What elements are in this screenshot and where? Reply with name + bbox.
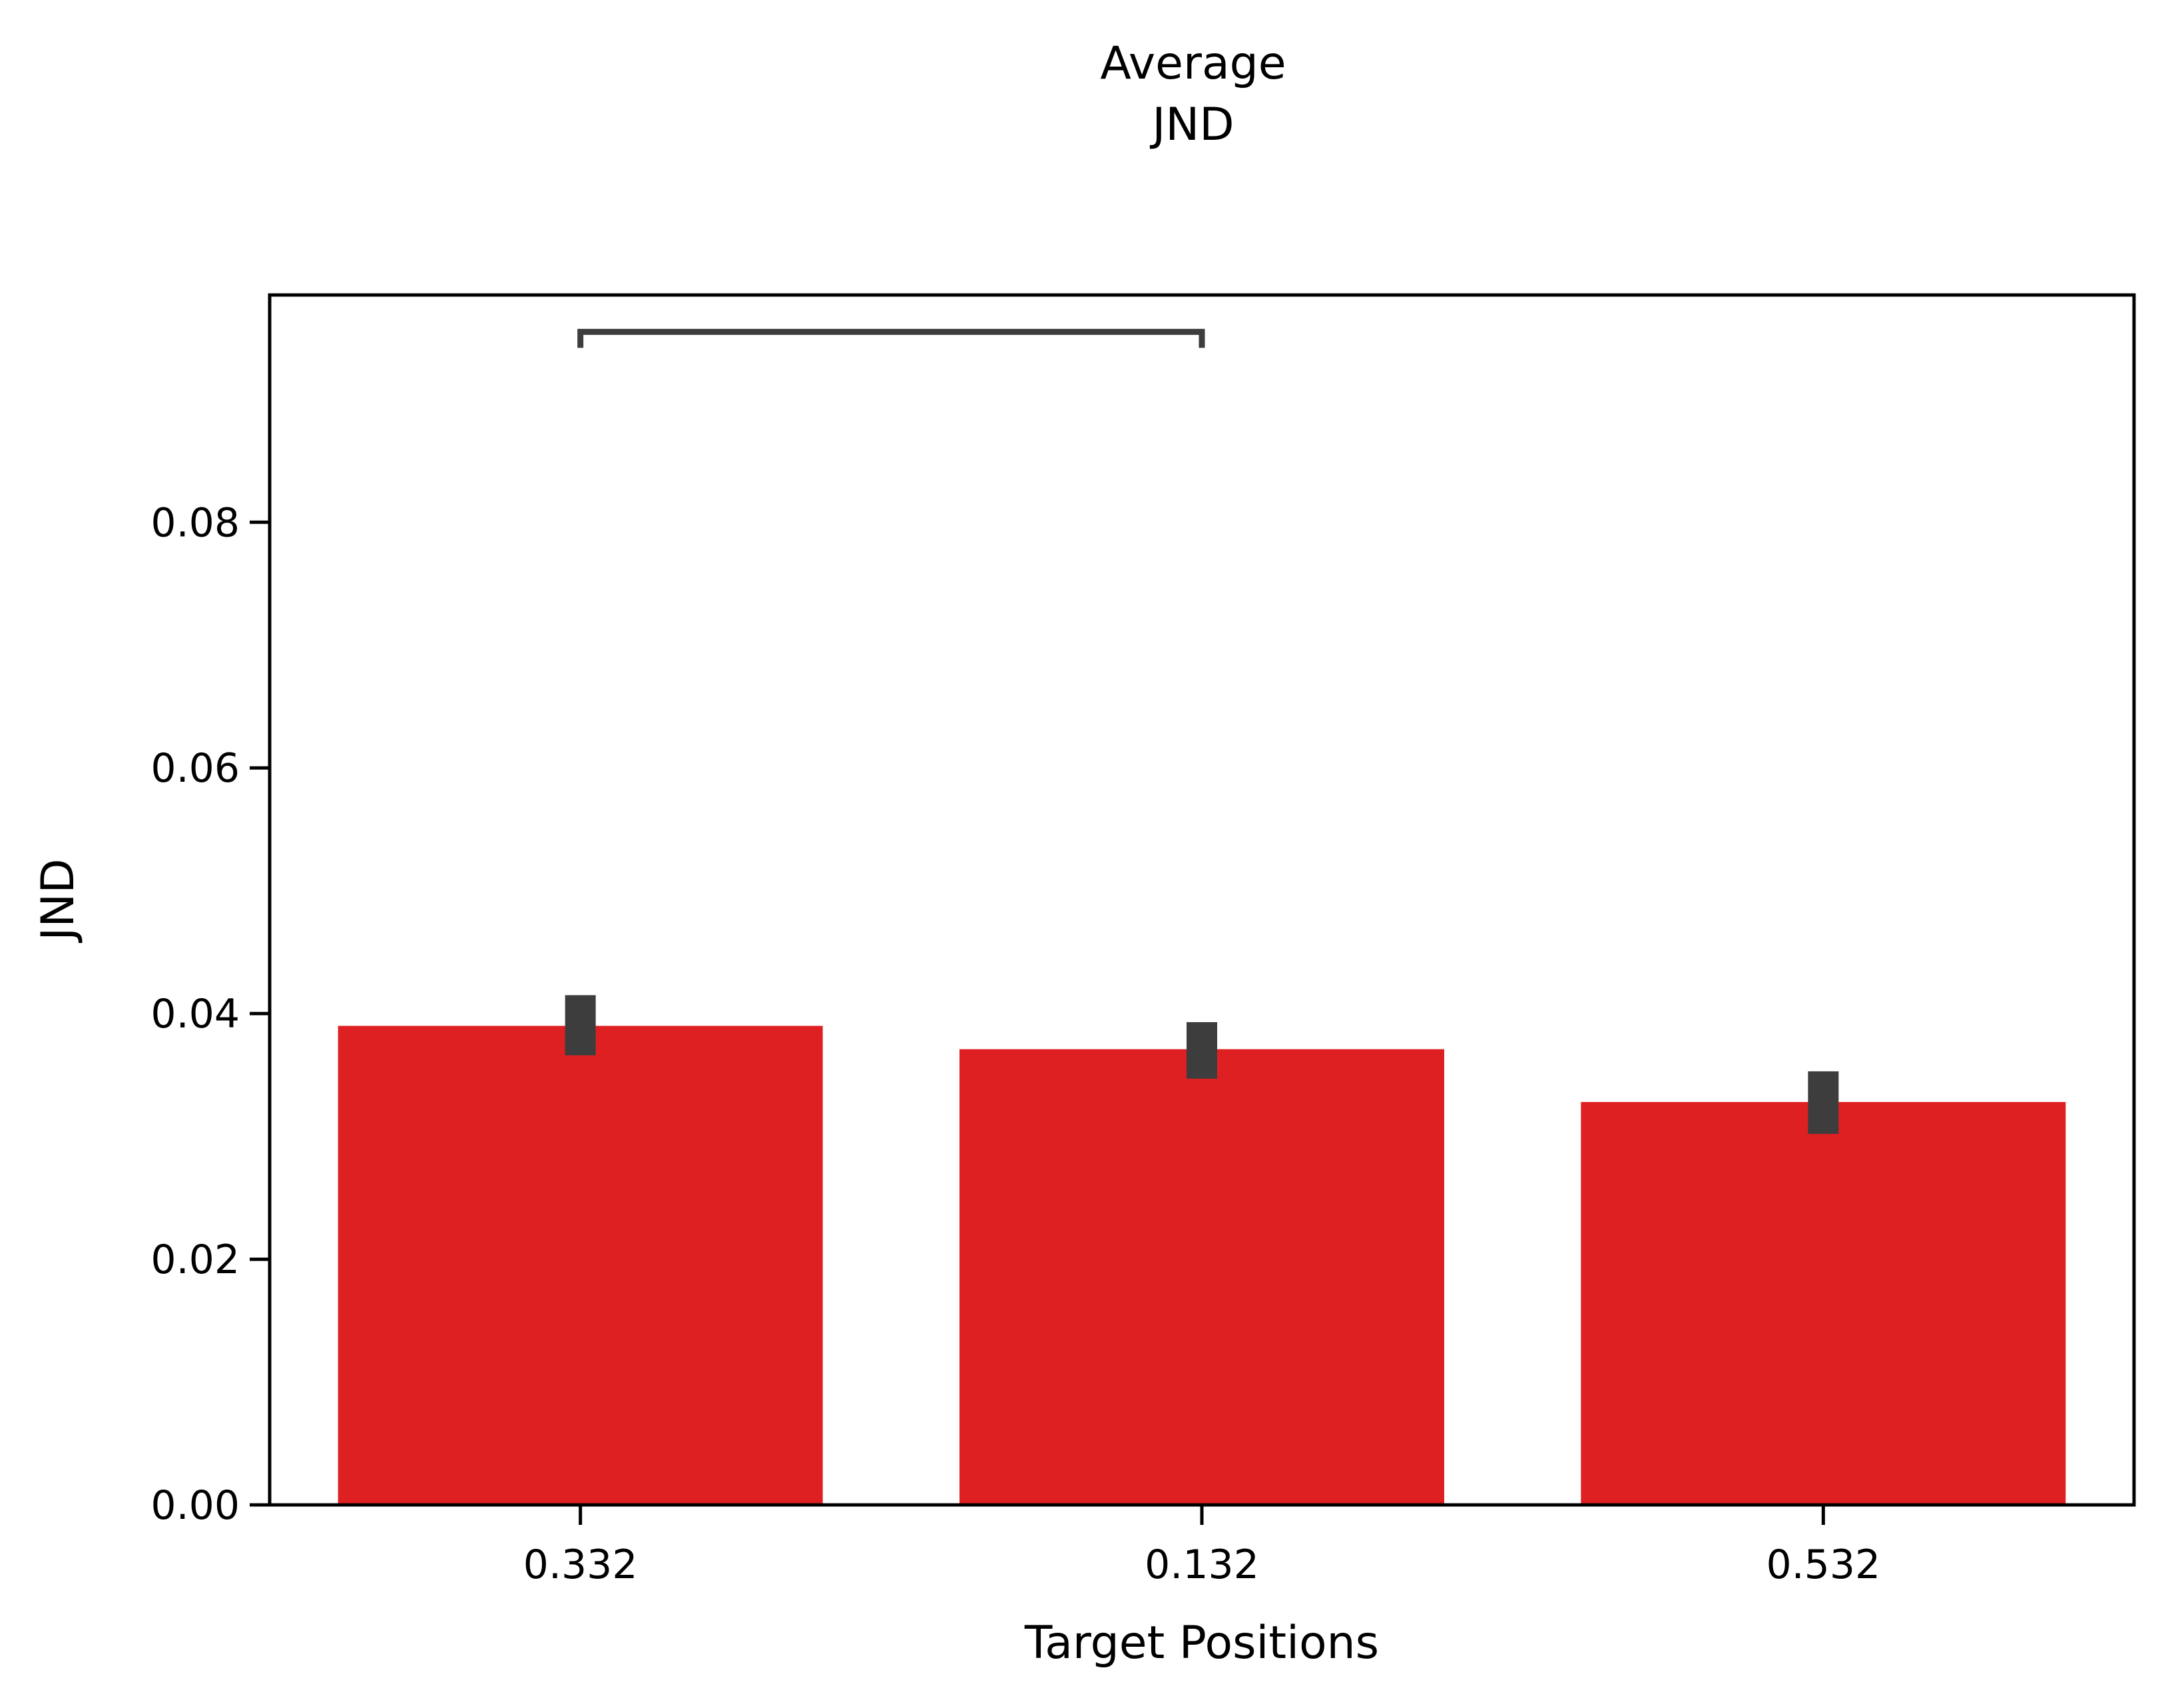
y-axis-label: JND [32, 858, 85, 943]
y-tick-label: 0.08 [150, 499, 240, 546]
chart-title-line-2: JND [1149, 99, 1234, 151]
y-tick-label: 0.02 [150, 1237, 240, 1283]
y-tick-label: 0.00 [150, 1482, 240, 1529]
x-axis-label: Target Positions [1024, 1617, 1379, 1669]
y-tick-label: 0.06 [150, 745, 240, 792]
bar-0.532 [1581, 1101, 2066, 1505]
x-tick-label: 0.332 [523, 1542, 638, 1588]
x-axis-ticks: 0.332 0.132 0.532 [523, 1505, 1880, 1588]
bar-0.332 [338, 1025, 823, 1505]
significance-bracket [577, 328, 1205, 348]
significance-bracket-layer [577, 328, 1205, 348]
y-axis-ticks: 0.00 0.02 0.04 0.06 0.08 [150, 499, 270, 1529]
error-bars-layer [565, 995, 1839, 1134]
bar-0.132 [959, 1049, 1444, 1505]
chart-title-line-1: Average [1100, 37, 1286, 90]
y-tick-label: 0.04 [150, 991, 240, 1037]
x-tick-label: 0.132 [1145, 1542, 1259, 1588]
x-tick-label: 0.532 [1766, 1542, 1880, 1588]
bars-layer [338, 1025, 2066, 1505]
